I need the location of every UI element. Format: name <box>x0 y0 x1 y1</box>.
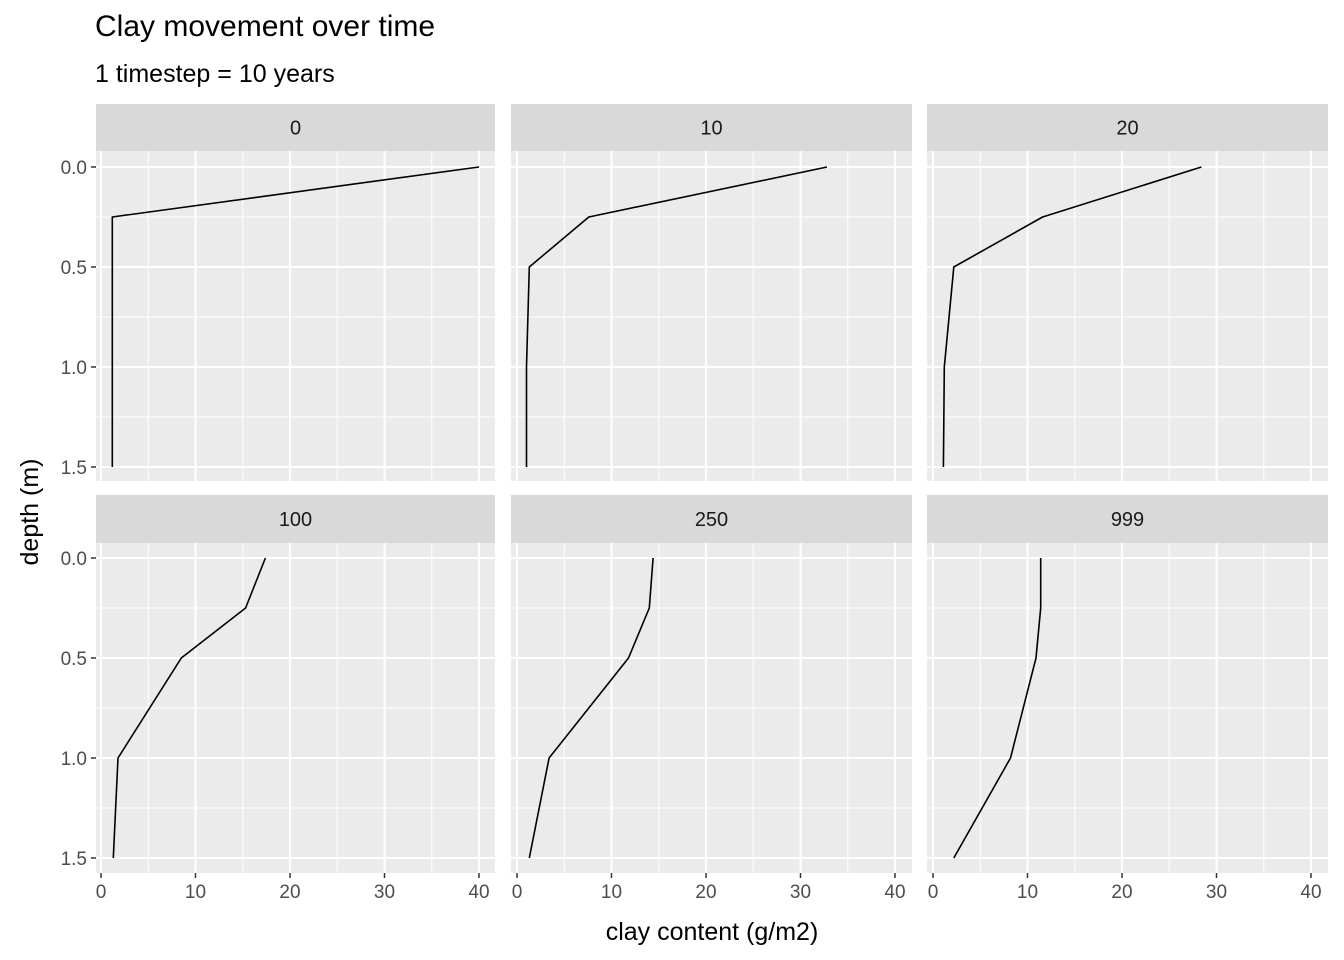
facet-strip <box>511 104 912 151</box>
panel-background <box>927 151 1328 481</box>
series-line-10 <box>525 166 828 467</box>
facet-strip-label: 20 <box>1116 118 1138 140</box>
y-tick-label: 1.0 <box>61 749 87 770</box>
y-tick-label: 1.5 <box>61 458 87 479</box>
x-tick-label: 30 <box>374 882 395 903</box>
x-tick-label: 30 <box>1206 882 1227 903</box>
facet-strip <box>96 495 495 543</box>
series-line-100 <box>112 557 267 859</box>
facet-strip <box>927 495 1328 543</box>
x-tick-label: 40 <box>1300 882 1321 903</box>
y-tick-label: 1.5 <box>61 849 87 870</box>
facet-strip-label: 10 <box>700 118 722 140</box>
y-tick-label: 0.0 <box>61 549 87 570</box>
facet-strip <box>511 495 912 543</box>
facet-strip-label: 0 <box>290 118 301 140</box>
facet-strip-label: 999 <box>1111 509 1144 531</box>
series-line-999 <box>953 558 1042 859</box>
series-line-0 <box>111 166 480 467</box>
facet-strip-label: 250 <box>695 509 728 531</box>
x-tick-label: 40 <box>884 882 905 903</box>
panel-background <box>511 151 912 481</box>
x-tick-label: 0 <box>928 882 939 903</box>
series-line-250 <box>528 557 654 859</box>
facet-strip <box>927 104 1328 151</box>
facet-strip <box>96 104 495 151</box>
x-tick-label: 20 <box>279 882 300 903</box>
y-tick-label: 0.0 <box>61 158 87 179</box>
panel-background <box>96 151 495 481</box>
x-tick-label: 0 <box>512 882 523 903</box>
chart-title: Clay movement over time <box>95 10 436 43</box>
y-axis-title: depth (m) <box>16 459 44 566</box>
x-tick-label: 10 <box>185 882 206 903</box>
x-tick-label: 10 <box>601 882 622 903</box>
x-tick-label: 0 <box>96 882 107 903</box>
x-tick-label: 20 <box>695 882 716 903</box>
x-tick-label: 10 <box>1017 882 1038 903</box>
y-tick-label: 0.5 <box>61 258 87 279</box>
x-tick-label: 30 <box>790 882 811 903</box>
x-tick-label: 40 <box>468 882 489 903</box>
x-tick-label: 20 <box>1111 882 1132 903</box>
x-axis-title: clay content (g/m2) <box>606 918 819 946</box>
y-tick-label: 1.0 <box>61 358 87 379</box>
chart-subtitle: 1 timestep = 10 years <box>95 60 335 88</box>
series-line-20 <box>942 166 1202 468</box>
y-tick-label: 0.5 <box>61 649 87 670</box>
facet-strip-label: 100 <box>279 509 312 531</box>
